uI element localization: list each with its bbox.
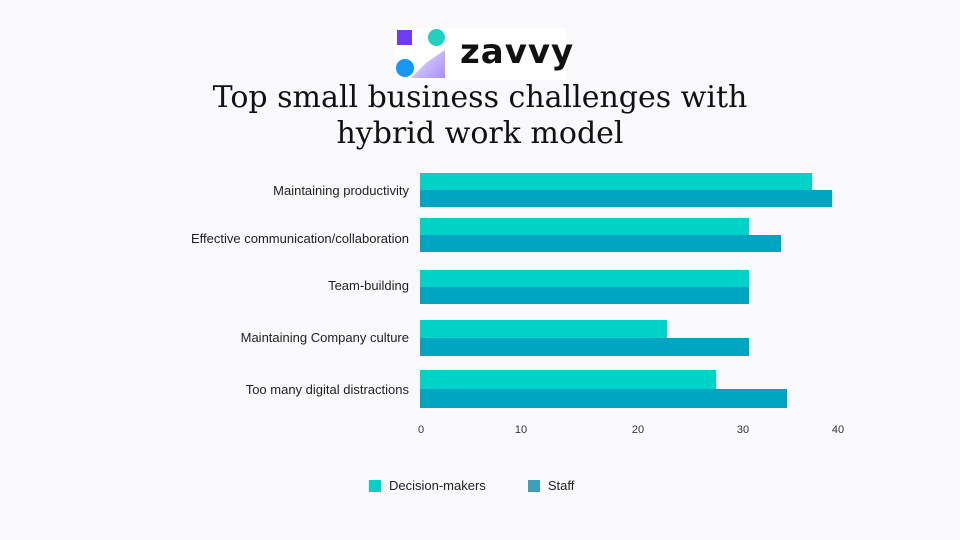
logo-wordmark: zavvy [460, 32, 575, 72]
logo-circle-icon [428, 29, 445, 46]
x-tick: 0 [417, 424, 425, 436]
bar-decision-makers [420, 270, 750, 287]
x-tick: 20 [631, 424, 645, 436]
logo-square-icon [397, 30, 412, 45]
x-tick: 40 [831, 424, 845, 436]
logo-shape-icon [411, 50, 445, 78]
legend-swatch-decision-makers [369, 479, 381, 492]
chart-legend: Decision-makers Staff [369, 478, 574, 493]
category-label: Too many digital distractions [245, 382, 409, 397]
bar-staff [420, 287, 750, 304]
category-label: Team-building [328, 278, 409, 293]
zavvy-logo: zavvy [394, 28, 573, 80]
chart-title: Top small business challenges with hybri… [180, 80, 780, 152]
legend-label-decision-makers: Decision-makers [389, 478, 486, 493]
x-tick: 10 [514, 424, 528, 436]
category-label: Effective communication/collaboration [191, 231, 409, 246]
bar-staff [420, 190, 832, 207]
bar-decision-makers [420, 173, 812, 190]
logo-circle-icon [396, 59, 414, 77]
bar-decision-makers [420, 218, 750, 235]
category-label: Maintaining productivity [273, 183, 409, 198]
bar-decision-makers [420, 320, 667, 338]
bar-staff [420, 338, 750, 356]
legend-label-staff: Staff [547, 478, 575, 493]
bar-staff [420, 389, 787, 408]
legend-swatch-staff [527, 479, 540, 492]
bar-decision-makers [420, 370, 716, 389]
x-tick: 30 [736, 424, 750, 436]
bar-staff [420, 235, 781, 252]
chart-title-line-2: hybrid work model [336, 116, 624, 151]
chart-title-line-1: Top small business challenges with [212, 80, 748, 115]
category-label: Maintaining Company culture [240, 330, 409, 345]
